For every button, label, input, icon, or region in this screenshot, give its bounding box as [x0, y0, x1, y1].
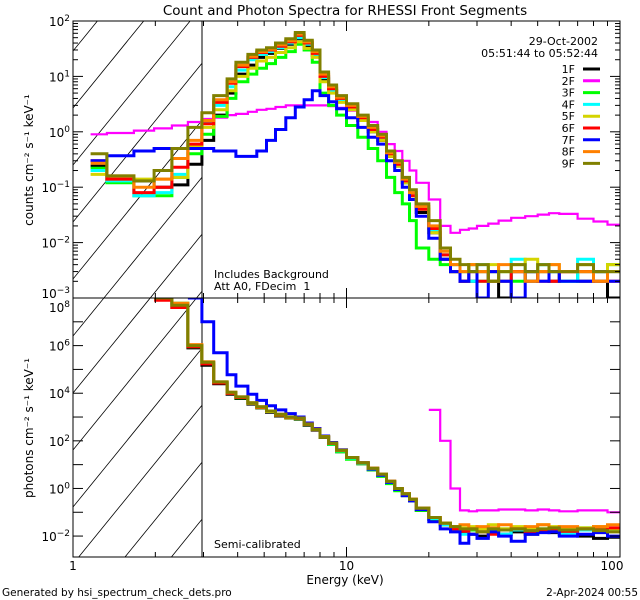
annotation-includes-background: Includes Background — [214, 268, 329, 281]
hatch-line — [72, 348, 203, 508]
annotation-semi-calibrated: Semi-calibrated — [214, 538, 301, 551]
legend-label-5F: 5F — [562, 110, 575, 123]
x-axis-label: Energy (keV) — [306, 573, 383, 587]
y-tick-label: 10−1 — [41, 180, 70, 195]
legend-label-1F: 1F — [562, 63, 575, 76]
footer-timestamp: 2-Apr-2024 00:55 — [546, 587, 638, 599]
hatch-line — [72, 63, 203, 223]
legend-label-6F: 6F — [562, 122, 575, 135]
y-tick-label: 100 — [49, 481, 70, 496]
hatch-line — [171, 519, 203, 558]
x-tick-label: 10 — [339, 559, 354, 573]
y-tick-label: 102 — [49, 434, 70, 449]
hatch-line — [124, 462, 203, 558]
legend-label-8F: 8F — [562, 146, 575, 159]
legend-label-9F: 9F — [562, 157, 575, 170]
hatch-line — [72, 291, 203, 451]
hatch-line — [72, 120, 203, 280]
hatched-excluded-region — [72, 20, 203, 558]
photon-spectra-series — [154, 298, 620, 545]
hatch-line — [72, 20, 191, 166]
bottom-y-axis-label: photons cm⁻² s⁻¹ keV⁻¹ — [22, 358, 36, 498]
legend-label-4F: 4F — [562, 98, 575, 111]
observation-date: 29-Oct-2002 — [529, 35, 598, 48]
hatch-line — [72, 234, 203, 394]
y-tick-label: 104 — [49, 386, 70, 401]
y-tick-label: 10−3 — [41, 286, 70, 301]
y-tick-label: 108 — [49, 300, 70, 315]
time-range: 05:51:44 to 05:52:44 — [481, 47, 598, 60]
y-tick-label: 106 — [49, 339, 70, 354]
y-tick-label: 101 — [49, 69, 70, 84]
legend-label-2F: 2F — [562, 75, 575, 88]
footer-generated-by: Generated by hsi_spectrum_check_dets.pro — [2, 587, 232, 599]
x-tick-label: 1 — [69, 559, 77, 573]
hatch-line — [72, 177, 203, 337]
y-tick-label: 102 — [49, 14, 70, 29]
x-tick-label: 100 — [601, 559, 624, 573]
y-tick-label: 10−2 — [41, 529, 70, 544]
legend-label-3F: 3F — [562, 87, 575, 100]
series-9F-photons — [154, 298, 620, 534]
hatch-line — [78, 405, 203, 558]
annotation-attenuator: Att A0, FDecim 1 — [214, 280, 310, 293]
top-y-axis-label: counts cm⁻² s⁻¹ keV⁻¹ — [22, 94, 36, 226]
axis-tick-labels: 10210110010−110−210−310810610410210010−2… — [41, 14, 623, 573]
y-tick-label: 100 — [49, 125, 70, 140]
hatch-line — [72, 20, 145, 109]
hatch-line — [72, 20, 98, 52]
y-tick-label: 10−2 — [41, 236, 70, 251]
legend-label-7F: 7F — [562, 134, 575, 147]
series-2F-photons — [428, 408, 620, 514]
series-9F-counts — [90, 31, 620, 283]
axis-ticks — [73, 20, 620, 557]
chart-title: Count and Photon Spectra for RHESSI Fron… — [163, 3, 527, 19]
